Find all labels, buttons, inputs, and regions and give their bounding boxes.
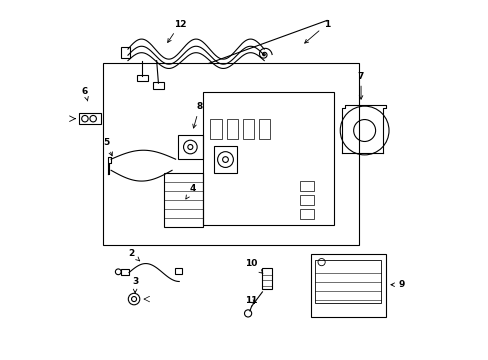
Bar	[226, 119, 238, 139]
Bar	[214, 146, 237, 173]
Bar	[242, 119, 254, 139]
Bar	[178, 135, 202, 159]
Bar	[203, 92, 333, 225]
Bar	[163, 173, 202, 226]
Bar	[300, 181, 314, 191]
Bar	[210, 119, 222, 139]
Bar	[153, 82, 163, 89]
Text: 5: 5	[103, 138, 112, 156]
Text: 11: 11	[245, 296, 257, 305]
Bar	[121, 269, 128, 275]
Text: 3: 3	[132, 276, 138, 293]
Text: 6: 6	[81, 86, 88, 101]
Bar	[258, 119, 270, 139]
Text: 9: 9	[390, 280, 404, 289]
Bar	[300, 210, 314, 220]
Bar	[79, 113, 101, 125]
Text: 2: 2	[128, 249, 140, 261]
Bar	[300, 195, 314, 205]
Text: 7: 7	[357, 72, 364, 99]
Text: 1: 1	[304, 19, 329, 43]
Bar	[261, 268, 272, 289]
Bar	[137, 75, 147, 81]
Text: 8: 8	[192, 102, 203, 128]
Text: 4: 4	[185, 184, 195, 199]
Bar	[174, 267, 182, 274]
Text: 10: 10	[245, 259, 262, 273]
Bar	[102, 63, 359, 244]
Bar	[314, 260, 381, 303]
Bar	[121, 47, 129, 58]
Text: 12: 12	[167, 19, 186, 42]
Bar	[310, 254, 386, 317]
